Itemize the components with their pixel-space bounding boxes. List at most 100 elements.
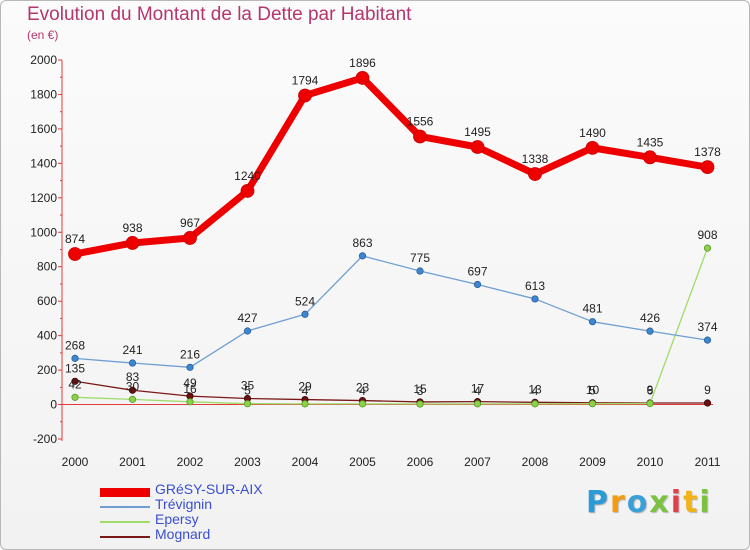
legend-swatch-gresy — [100, 488, 150, 497]
data-label-3: 15 — [413, 382, 427, 396]
y-tick-label: 200 — [37, 363, 57, 377]
data-label-1: 613 — [525, 279, 545, 293]
data-label-3: 17 — [471, 382, 485, 396]
data-label-2: 6 — [647, 384, 654, 398]
y-tick-label: 1600 — [30, 122, 57, 136]
data-label-1: 524 — [295, 294, 315, 308]
data-label-0: 1896 — [349, 56, 376, 70]
series-point-1 — [646, 327, 654, 335]
series-point-0 — [125, 236, 140, 250]
data-label-3: 10 — [586, 383, 600, 397]
series-point-0 — [413, 129, 427, 144]
x-tick-label: 2007 — [464, 455, 491, 469]
series-point-2 — [301, 400, 309, 408]
series-point-0 — [68, 247, 82, 261]
series-point-2 — [646, 399, 654, 408]
y-tick-label: 800 — [37, 260, 57, 274]
data-label-3: 135 — [65, 361, 85, 375]
logo-letter: x — [649, 485, 671, 520]
series-point-2 — [473, 400, 482, 408]
data-label-1: 775 — [410, 251, 430, 265]
x-tick-label: 2006 — [407, 455, 434, 469]
legend-label-gresy: GRéSY-SUR-AIX — [155, 481, 263, 497]
x-tick-label: 2003 — [234, 455, 261, 469]
data-label-2: 5 — [589, 384, 596, 398]
series-point-0 — [298, 88, 312, 103]
series-point-1 — [531, 295, 539, 303]
series-point-1 — [703, 336, 712, 344]
series-point-1 — [473, 280, 482, 289]
series-point-1 — [71, 354, 79, 362]
data-label-0: 1490 — [579, 126, 606, 140]
data-label-3: 83 — [126, 370, 140, 384]
data-label-0: 1794 — [292, 73, 319, 87]
data-label-2: 5 — [244, 384, 251, 398]
data-label-2: 3 — [417, 384, 424, 398]
data-label-0: 1495 — [464, 125, 491, 139]
data-label-3: 13 — [528, 382, 542, 396]
series-point-3 — [703, 399, 712, 407]
y-tick-label: 1000 — [30, 225, 57, 239]
series-point-1 — [358, 252, 367, 260]
data-label-2: 16 — [183, 382, 197, 396]
series-point-2 — [703, 244, 712, 252]
series-point-0 — [643, 150, 657, 165]
data-label-3: 35 — [241, 379, 255, 393]
legend-label-mognard: Mognard — [155, 526, 211, 542]
data-label-0: 1556 — [407, 114, 434, 128]
series-line-1 — [74, 255, 708, 368]
series-line-2 — [74, 247, 709, 405]
proxiti-logo: Proxiti — [586, 485, 712, 520]
x-tick-label: 2011 — [695, 455, 721, 469]
x-tick-label: 2005 — [349, 455, 376, 469]
chart-title: Evolution du Montant de la Dette par Hab… — [27, 4, 412, 25]
y-tick-label: 1800 — [30, 87, 57, 101]
data-label-1: 481 — [582, 302, 602, 316]
series-point-2 — [416, 400, 424, 408]
data-label-1: 427 — [237, 311, 257, 325]
series-point-2 — [588, 400, 597, 408]
logo-letter: i — [670, 485, 684, 520]
logo-letter: r — [610, 485, 627, 520]
y-tick-label: 1400 — [30, 156, 57, 170]
series-point-2 — [71, 393, 79, 401]
series-point-2 — [358, 400, 367, 408]
x-tick-label: 2002 — [177, 455, 204, 469]
data-label-1: 216 — [180, 347, 200, 361]
series-point-1 — [128, 359, 137, 367]
x-tick-label: 2001 — [119, 455, 146, 469]
series-point-2 — [186, 398, 194, 406]
y-tick-label: -200 — [33, 432, 57, 446]
data-label-0: 1240 — [234, 169, 261, 183]
data-label-2: 30 — [126, 379, 140, 393]
data-label-0: 1378 — [694, 145, 721, 159]
logo-letter: o — [626, 485, 650, 520]
series-point-0 — [183, 231, 197, 245]
series-point-1 — [416, 267, 424, 275]
chart-subtitle: (en €) — [27, 28, 59, 42]
legend-swatch-epersy — [100, 521, 150, 523]
data-label-2: 908 — [697, 228, 717, 242]
data-label-2: 4 — [359, 384, 366, 398]
series-point-0 — [528, 167, 542, 181]
legend-label-trevignin: Trévignin — [155, 496, 213, 512]
data-label-3: 29 — [298, 380, 312, 394]
data-label-3: 23 — [356, 381, 370, 395]
data-label-3: 9 — [647, 383, 654, 397]
series-point-0 — [470, 140, 485, 154]
series-point-0 — [700, 160, 715, 175]
series-point-0 — [355, 71, 370, 85]
x-tick-label: 2008 — [522, 455, 549, 469]
series-point-0 — [585, 140, 600, 155]
data-label-1: 374 — [697, 320, 717, 334]
logo-letter: i — [699, 485, 712, 520]
x-tick-label: 2000 — [62, 455, 89, 469]
data-label-2: 4 — [302, 384, 309, 398]
series-point-2 — [531, 400, 539, 408]
logo-letter: t — [683, 485, 700, 520]
data-label-1: 426 — [640, 311, 660, 325]
data-label-0: 1338 — [522, 152, 549, 166]
data-label-1: 268 — [65, 338, 85, 352]
series-point-2 — [128, 395, 137, 403]
